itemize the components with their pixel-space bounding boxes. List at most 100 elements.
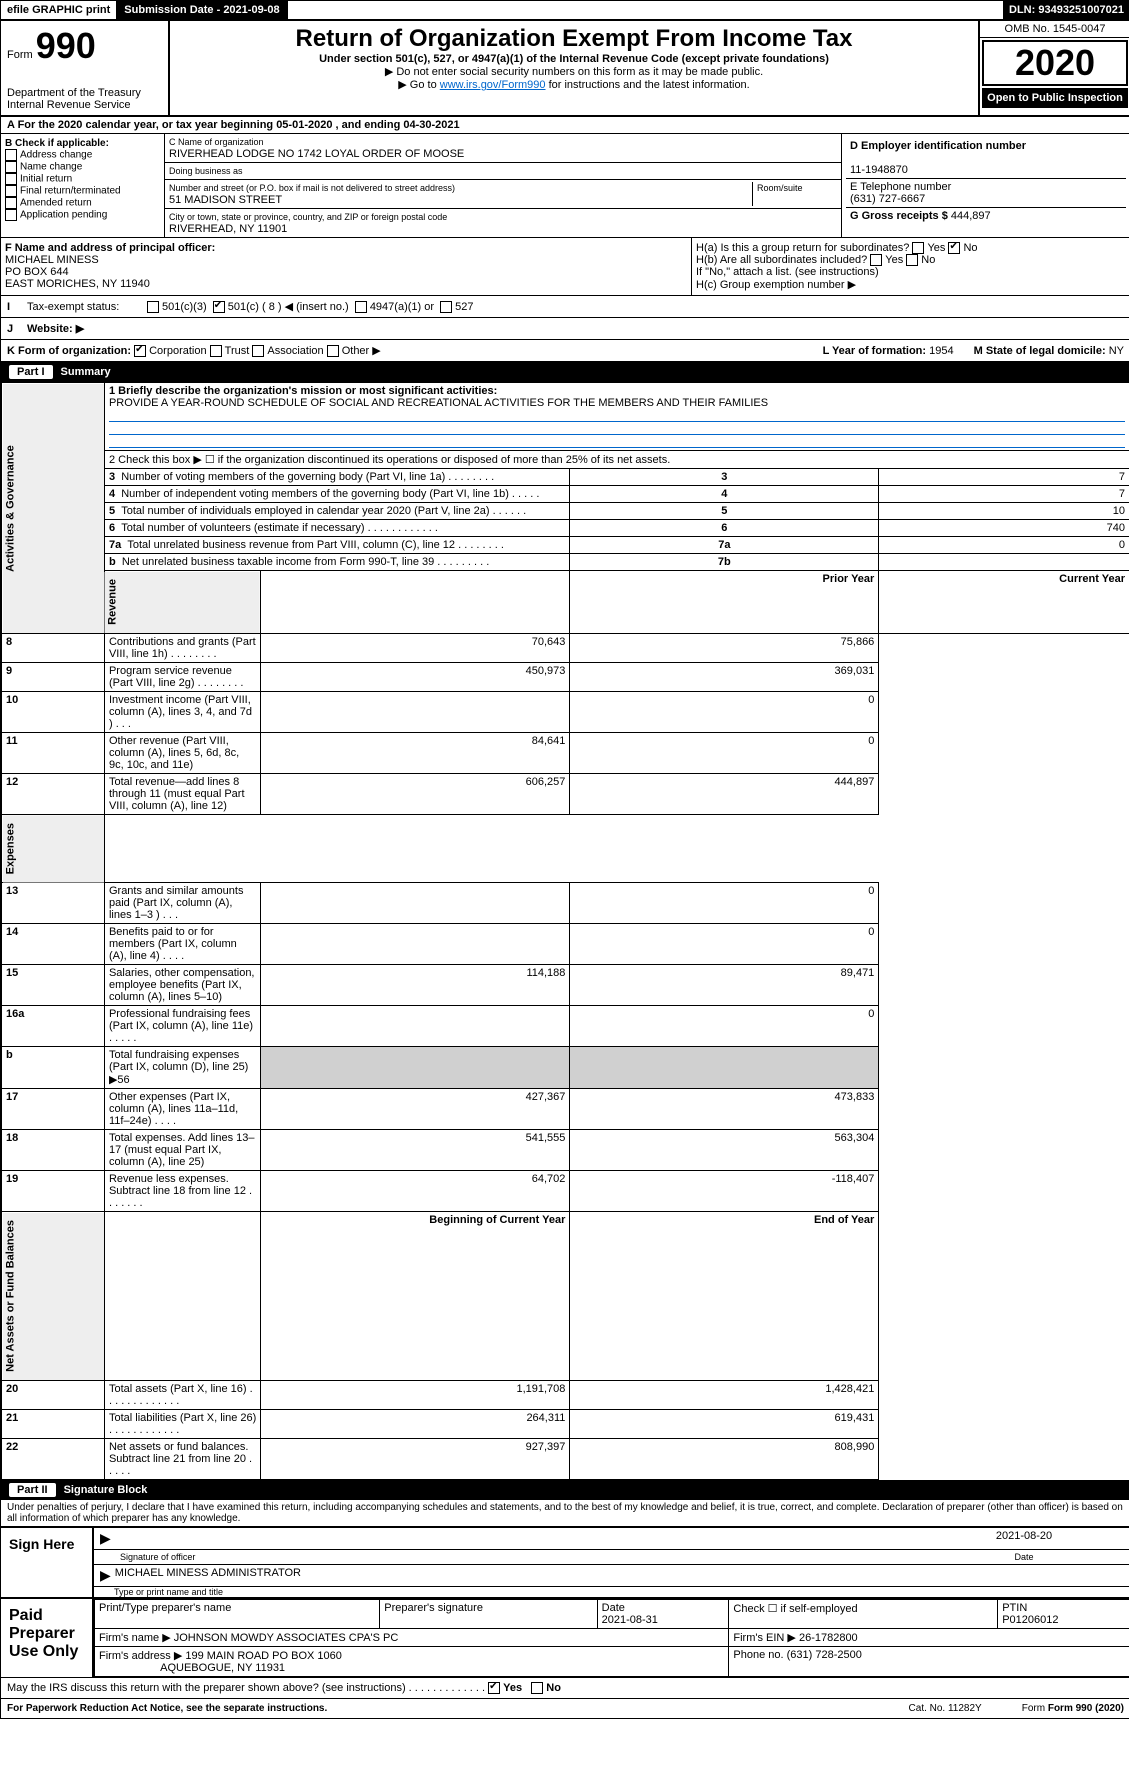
form-number: 990 bbox=[36, 25, 96, 66]
table-row: 14Benefits paid to or for members (Part … bbox=[2, 924, 1129, 965]
fein: 26-1782800 bbox=[799, 1632, 858, 1644]
col-beg: Beginning of Current Year bbox=[429, 1214, 565, 1226]
pp-date: 2021-08-31 bbox=[602, 1614, 658, 1626]
i-o4: 527 bbox=[455, 301, 473, 313]
i-lbl: I bbox=[7, 301, 27, 313]
pphone: (631) 728-2500 bbox=[787, 1649, 862, 1661]
sign-here: Sign Here bbox=[1, 1528, 94, 1597]
ha-no: No bbox=[963, 242, 977, 254]
pp-h5: PTIN bbox=[1002, 1602, 1027, 1614]
irs-link[interactable]: www.irs.gov/Form990 bbox=[440, 79, 546, 91]
k-o2: Trust bbox=[225, 345, 250, 357]
name-lbl: C Name of organization bbox=[169, 137, 264, 147]
vtab-net: Net Assets or Fund Balances bbox=[2, 1212, 105, 1381]
table-row: 13Grants and similar amounts paid (Part … bbox=[2, 883, 1129, 924]
sig-lbl: Signature of officer bbox=[100, 1552, 924, 1562]
table-row: 10Investment income (Part VIII, column (… bbox=[2, 692, 1129, 733]
table-row: 9Program service revenue (Part VIII, lin… bbox=[2, 663, 1129, 692]
opt-name: Name change bbox=[20, 162, 82, 173]
vtab-exp: Expenses bbox=[2, 815, 105, 883]
row-j: J Website: ▶ bbox=[1, 318, 1129, 340]
dln: DLN: 93493251007021 bbox=[1003, 1, 1129, 19]
k-o1: Corporation bbox=[149, 345, 206, 357]
l-val: 1954 bbox=[929, 345, 953, 357]
ha-yes: Yes bbox=[927, 242, 945, 254]
officer-lbl: F Name and address of principal officer: bbox=[5, 242, 215, 254]
ha: H(a) Is this a group return for subordin… bbox=[696, 242, 909, 254]
open-public: Open to Public Inspection bbox=[982, 88, 1128, 108]
efile-btn[interactable]: efile GRAPHIC print bbox=[1, 1, 118, 19]
part1-header: Part I Summary bbox=[1, 362, 1129, 382]
table-row: 19Revenue less expenses. Subtract line 1… bbox=[2, 1171, 1129, 1212]
row-i: I Tax-exempt status: 501(c)(3) 501(c) ( … bbox=[1, 296, 1129, 318]
note-2: ▶ Go to www.irs.gov/Form990 for instruct… bbox=[176, 78, 972, 91]
part2-title: Signature Block bbox=[64, 1484, 148, 1496]
city: RIVERHEAD, NY 11901 bbox=[169, 223, 287, 235]
note-1: ▶ Do not enter social security numbers o… bbox=[176, 65, 972, 78]
k-lbl: K Form of organization: bbox=[7, 345, 131, 357]
table-row: 15Salaries, other compensation, employee… bbox=[2, 965, 1129, 1006]
name-title-lbl: Type or print name and title bbox=[94, 1587, 1129, 1597]
opt-amend: Amended return bbox=[20, 198, 92, 209]
dba-lbl: Doing business as bbox=[169, 166, 243, 176]
q1: 1 Briefly describe the organization's mi… bbox=[109, 385, 497, 397]
room-lbl: Room/suite bbox=[757, 183, 803, 193]
table-row: 4 Number of independent voting members o… bbox=[2, 486, 1129, 503]
m-lbl: M State of legal domicile: bbox=[974, 345, 1106, 357]
officer-addr2: EAST MORICHES, NY 11940 bbox=[5, 278, 150, 290]
i-o2: 501(c) ( 8 ) ◀ (insert no.) bbox=[228, 300, 349, 313]
opt-init: Initial return bbox=[20, 174, 72, 185]
table-row: 11Other revenue (Part VIII, column (A), … bbox=[2, 733, 1129, 774]
l-lbl: L Year of formation: bbox=[823, 345, 927, 357]
ein-lbl: D Employer identification number bbox=[850, 140, 1026, 152]
table-row: b Net unrelated business taxable income … bbox=[2, 554, 1129, 571]
table-row: 16aProfessional fundraising fees (Part I… bbox=[2, 1006, 1129, 1047]
summary-table: Activities & Governance 1 Briefly descri… bbox=[1, 382, 1129, 1480]
table-row: 3 Number of voting members of the govern… bbox=[2, 469, 1129, 486]
i-o3: 4947(a)(1) or bbox=[370, 301, 434, 313]
faddr1: 199 MAIN ROAD PO BOX 1060 bbox=[185, 1650, 342, 1662]
sign-here-row: Sign Here ▶2021-08-20 Signature of offic… bbox=[1, 1526, 1129, 1597]
box-deg: D Employer identification number11-19488… bbox=[842, 134, 1129, 237]
part1-num: Part I bbox=[9, 365, 53, 379]
city-lbl: City or town, state or province, country… bbox=[169, 212, 447, 222]
fein-lbl: Firm's EIN ▶ bbox=[733, 1632, 796, 1644]
addr-lbl: Number and street (or P.O. box if mail i… bbox=[169, 183, 455, 193]
table-row: 8Contributions and grants (Part VIII, li… bbox=[2, 634, 1129, 663]
dept: Department of the Treasury Internal Reve… bbox=[7, 87, 162, 111]
vtab-gov: Activities & Governance bbox=[2, 383, 105, 634]
gross-lbl: G Gross receipts $ bbox=[850, 210, 948, 222]
form-footer: Form 990 (2020) bbox=[1048, 1703, 1124, 1714]
note2-post: for instructions and the latest informat… bbox=[546, 79, 750, 91]
k-o3: Association bbox=[267, 345, 323, 357]
hb-no: No bbox=[921, 254, 935, 266]
cat: Cat. No. 11282Y bbox=[909, 1703, 982, 1714]
tel-lbl: E Telephone number bbox=[850, 181, 951, 193]
table-row: 12Total revenue—add lines 8 through 11 (… bbox=[2, 774, 1129, 815]
h-note: If "No," attach a list. (see instruction… bbox=[696, 266, 1126, 278]
section-a: A For the 2020 calendar year, or tax yea… bbox=[1, 117, 1129, 134]
mission: PROVIDE A YEAR-ROUND SCHEDULE OF SOCIAL … bbox=[109, 397, 768, 409]
firm: JOHNSON MOWDY ASSOCIATES CPA'S PC bbox=[174, 1632, 399, 1644]
hc: H(c) Group exemption number ▶ bbox=[696, 278, 1126, 291]
m-val: NY bbox=[1109, 345, 1124, 357]
hb-yes: Yes bbox=[885, 254, 903, 266]
row-klm: K Form of organization: Corporation Trus… bbox=[1, 340, 1129, 362]
opt-addr: Address change bbox=[20, 150, 92, 161]
ptin: P01206012 bbox=[1002, 1614, 1058, 1626]
box-h: H(a) Is this a group return for subordin… bbox=[692, 238, 1129, 295]
col-end: End of Year bbox=[814, 1214, 874, 1226]
submission-date: Submission Date - 2021-09-08 bbox=[118, 1, 287, 19]
tax-year: 2020 bbox=[982, 40, 1128, 86]
j-txt: Website: ▶ bbox=[27, 322, 84, 335]
q2: 2 Check this box ▶ ☐ if the organization… bbox=[104, 451, 1129, 469]
pp-h1: Print/Type preparer's name bbox=[95, 1600, 380, 1629]
vtab-rev: Revenue bbox=[104, 571, 261, 634]
phone-lbl: Phone no. bbox=[733, 1649, 783, 1661]
faddr-lbl: Firm's address ▶ bbox=[99, 1650, 182, 1662]
j-lbl: J bbox=[7, 323, 27, 335]
part1-title: Summary bbox=[61, 366, 111, 378]
box-c: C Name of organizationRIVERHEAD LODGE NO… bbox=[165, 134, 842, 237]
box-b: B Check if applicable: Address change Na… bbox=[1, 134, 165, 237]
note2-pre: ▶ Go to bbox=[398, 79, 439, 91]
